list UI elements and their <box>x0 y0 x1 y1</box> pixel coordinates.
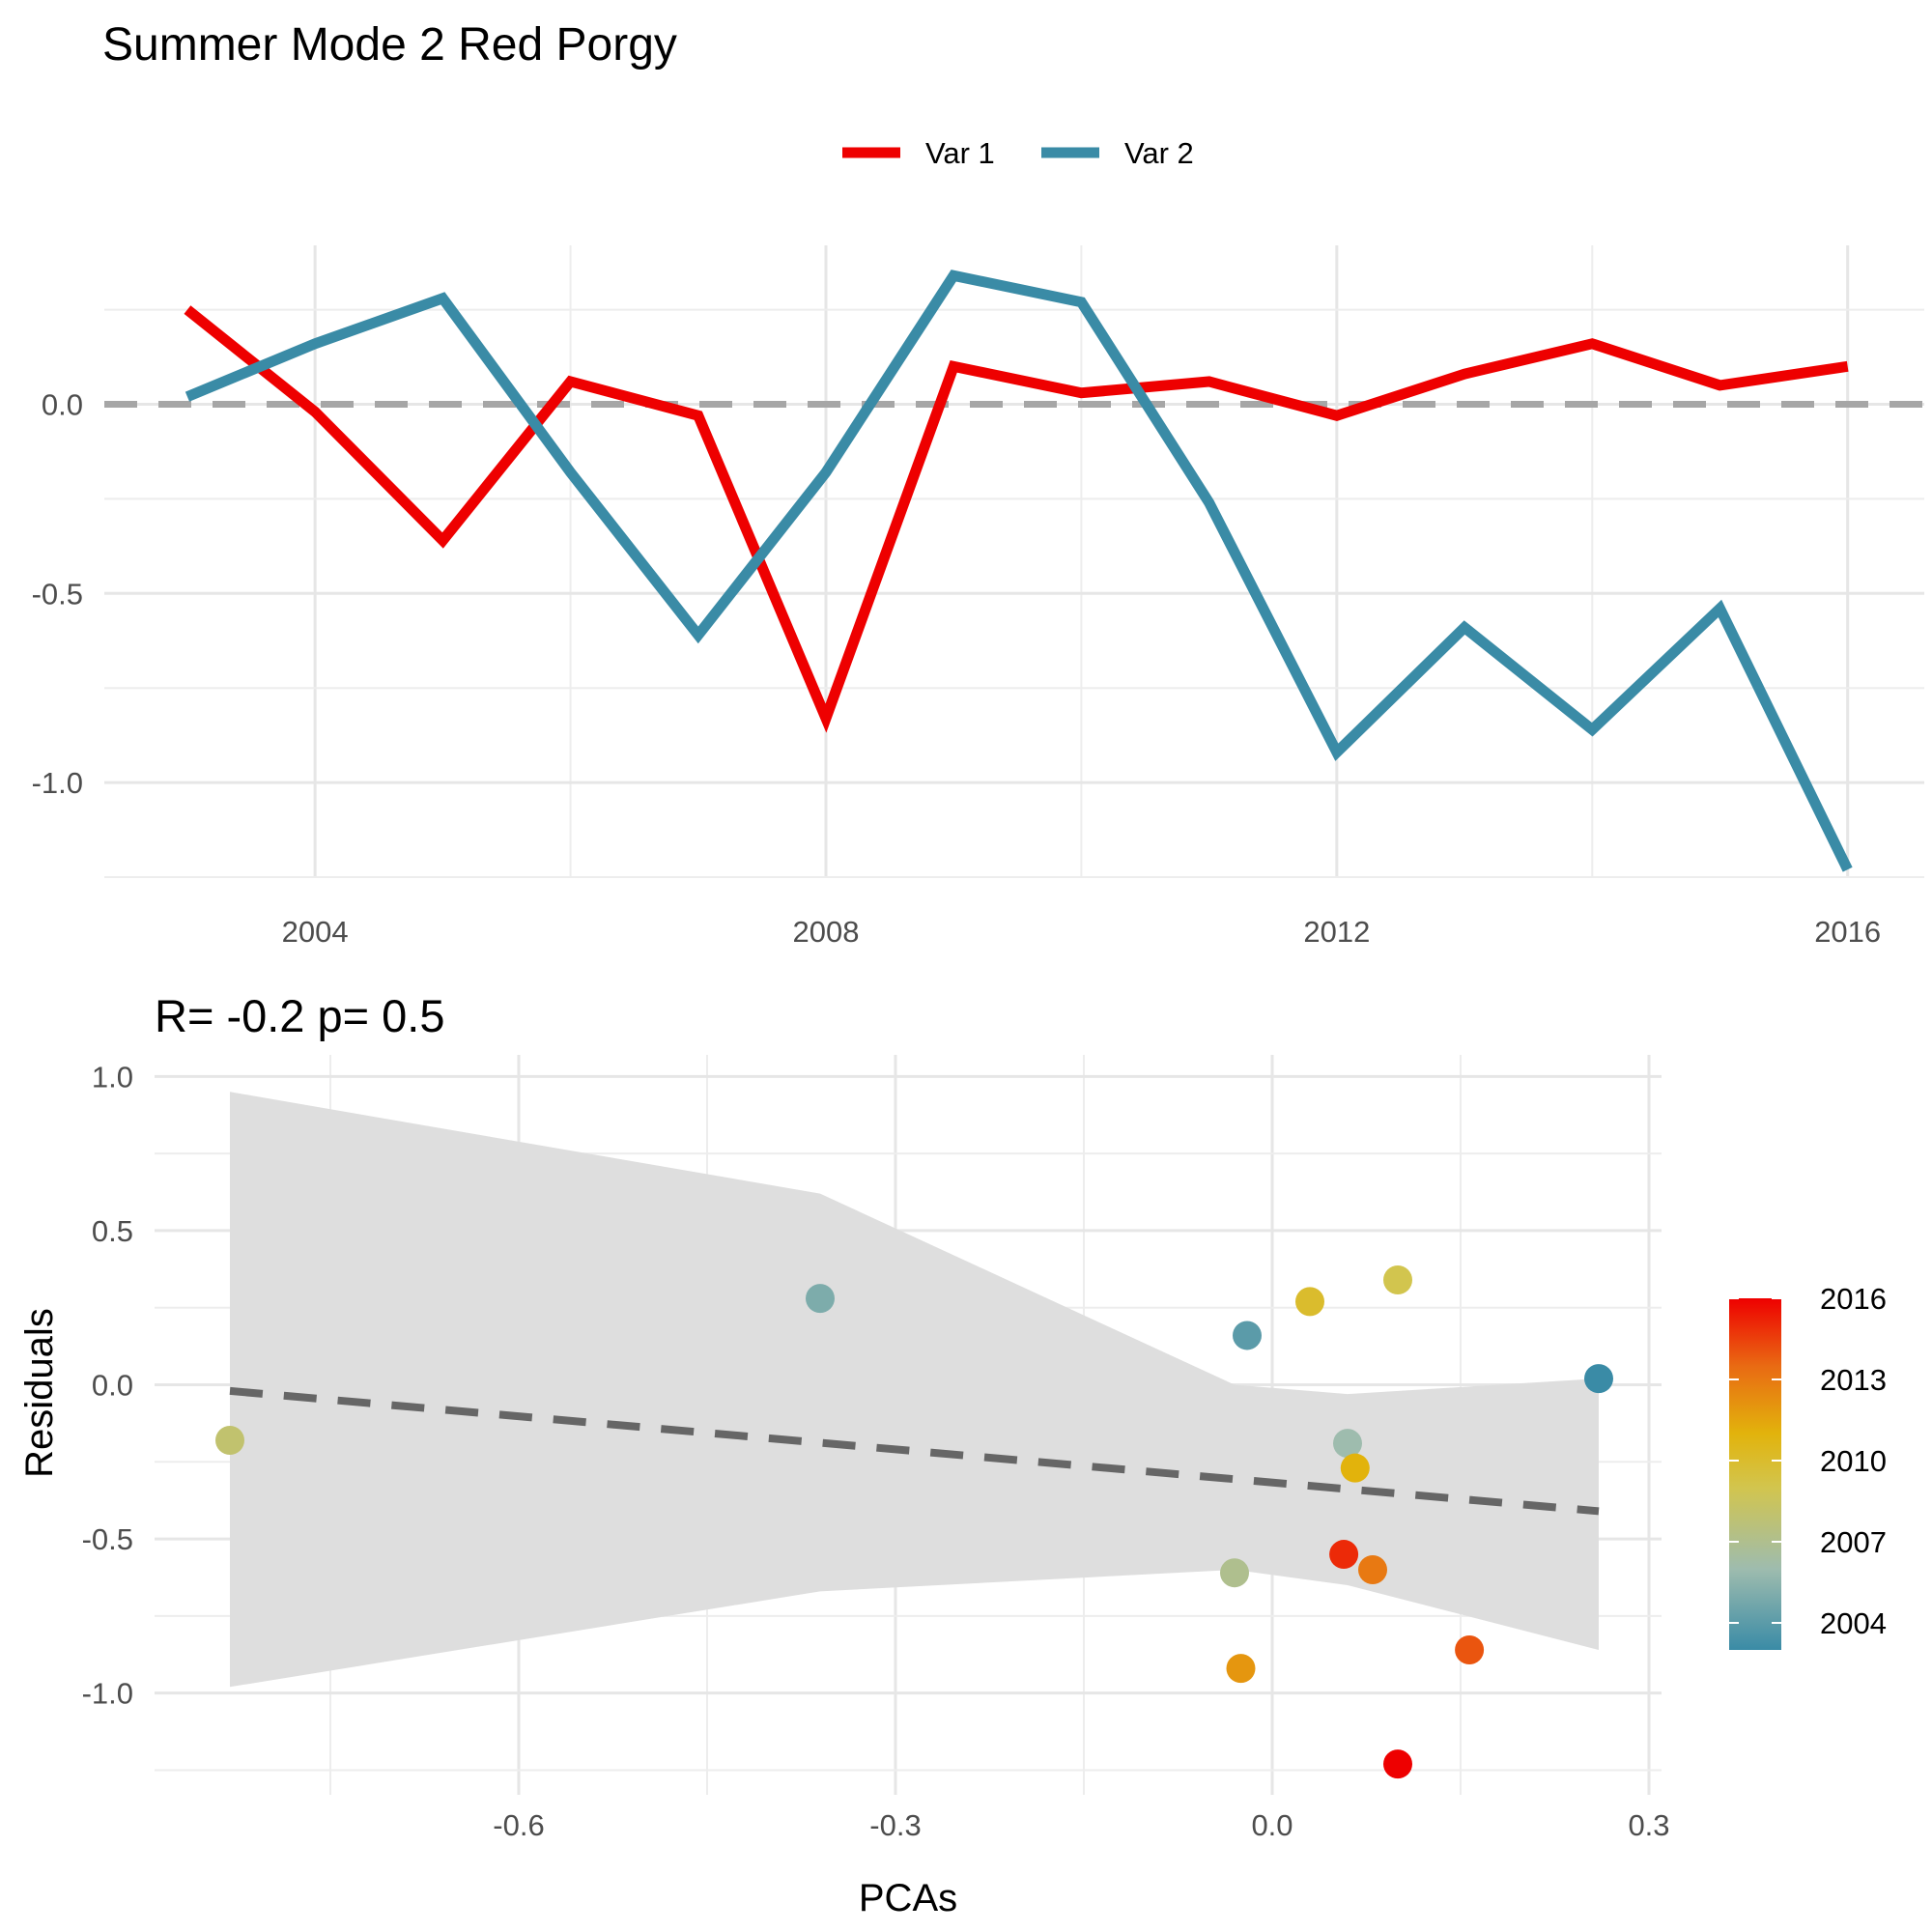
x-tick-label: 0.3 <box>1628 1808 1669 1842</box>
series-line-var-1 <box>184 305 1849 733</box>
colorbar-label: 2007 <box>1820 1525 1887 1559</box>
x-tick-label: -0.3 <box>869 1808 921 1842</box>
y-axis-title: Residuals <box>18 1308 61 1478</box>
x-tick-label: 2016 <box>1814 915 1881 949</box>
scatter-point <box>215 1425 244 1455</box>
scatter-point <box>1233 1321 1262 1350</box>
colorbar-labels: 2016 2013 2010 2007 2004 <box>1729 1282 1887 1640</box>
x-tick-label: -0.6 <box>493 1808 544 1842</box>
line-chart-series <box>184 270 1853 872</box>
scatter-x-tick-labels: -0.6 -0.3 0.0 0.3 <box>493 1808 1669 1842</box>
series-line-var-2 <box>185 270 1853 872</box>
x-tick-label: 0.0 <box>1251 1808 1293 1842</box>
scatter-point <box>1340 1453 1370 1483</box>
scatter-point <box>1455 1634 1485 1664</box>
colorbar-label: 2016 <box>1820 1282 1887 1316</box>
y-tick-label: -1.0 <box>32 766 83 800</box>
scatter-point <box>1383 1264 1412 1294</box>
scatter-y-tick-labels: 1.0 0.5 0.0 -0.5 -1.0 <box>82 1060 133 1710</box>
x-tick-label: 2004 <box>282 915 349 949</box>
legend-label-var-1: Var 1 <box>925 136 995 170</box>
colorbar-label: 2004 <box>1820 1606 1887 1640</box>
colorbar-label: 2013 <box>1820 1363 1887 1397</box>
scatter-point <box>806 1284 835 1314</box>
scatter-point <box>1329 1540 1359 1570</box>
scatter-point <box>1358 1555 1387 1585</box>
confidence-band <box>230 1092 1599 1688</box>
line-chart-y-tick-labels: 0.0 -0.5 -1.0 <box>32 387 83 800</box>
scatter-chart: R= -0.2 p= 0.5 -0.6 -0.3 0.0 0.3 1.00.50.0-… <box>18 990 1887 1919</box>
x-tick-label: 2012 <box>1303 915 1370 949</box>
scatter-point <box>1584 1364 1613 1394</box>
year-colorbar: 2016 2013 2010 2007 2004 <box>1729 1282 1887 1650</box>
line-chart-legend: Var 1 Var 2 <box>842 136 1194 170</box>
scatter-point <box>1220 1558 1249 1588</box>
scatter-point <box>1295 1287 1324 1317</box>
scatter-points <box>215 1264 1613 1779</box>
legend-label-var-2: Var 2 <box>1124 136 1194 170</box>
y-tick-label: 0.0 <box>92 1369 133 1403</box>
scatter-chart-title: R= -0.2 p= 0.5 <box>155 990 444 1041</box>
regression-line <box>229 1386 1600 1516</box>
y-tick-label: -0.5 <box>82 1522 133 1556</box>
colorbar-label: 2010 <box>1820 1444 1887 1478</box>
scatter-point <box>1383 1749 1412 1779</box>
y-tick-label: 1.0 <box>92 1060 133 1094</box>
x-tick-label: 2008 <box>793 915 860 949</box>
scatter-point <box>1226 1654 1256 1684</box>
y-tick-label: -1.0 <box>82 1677 133 1711</box>
line-chart-x-tick-labels: 2004 2008 2012 2016 <box>282 915 1881 949</box>
x-axis-title: PCAs <box>859 1877 957 1919</box>
colorbar-swatch <box>1729 1298 1781 1650</box>
y-tick-label: -0.5 <box>32 577 83 611</box>
line-chart: Summer Mode 2 Red Porgy Var 1 Var 2 2004… <box>32 19 1924 949</box>
line-chart-title: Summer Mode 2 Red Porgy <box>102 19 677 71</box>
y-tick-label: 0.0 <box>42 387 83 421</box>
y-tick-label: 0.5 <box>92 1214 133 1248</box>
line-chart-gridlines <box>104 245 1924 878</box>
scatter-point <box>1333 1429 1362 1459</box>
